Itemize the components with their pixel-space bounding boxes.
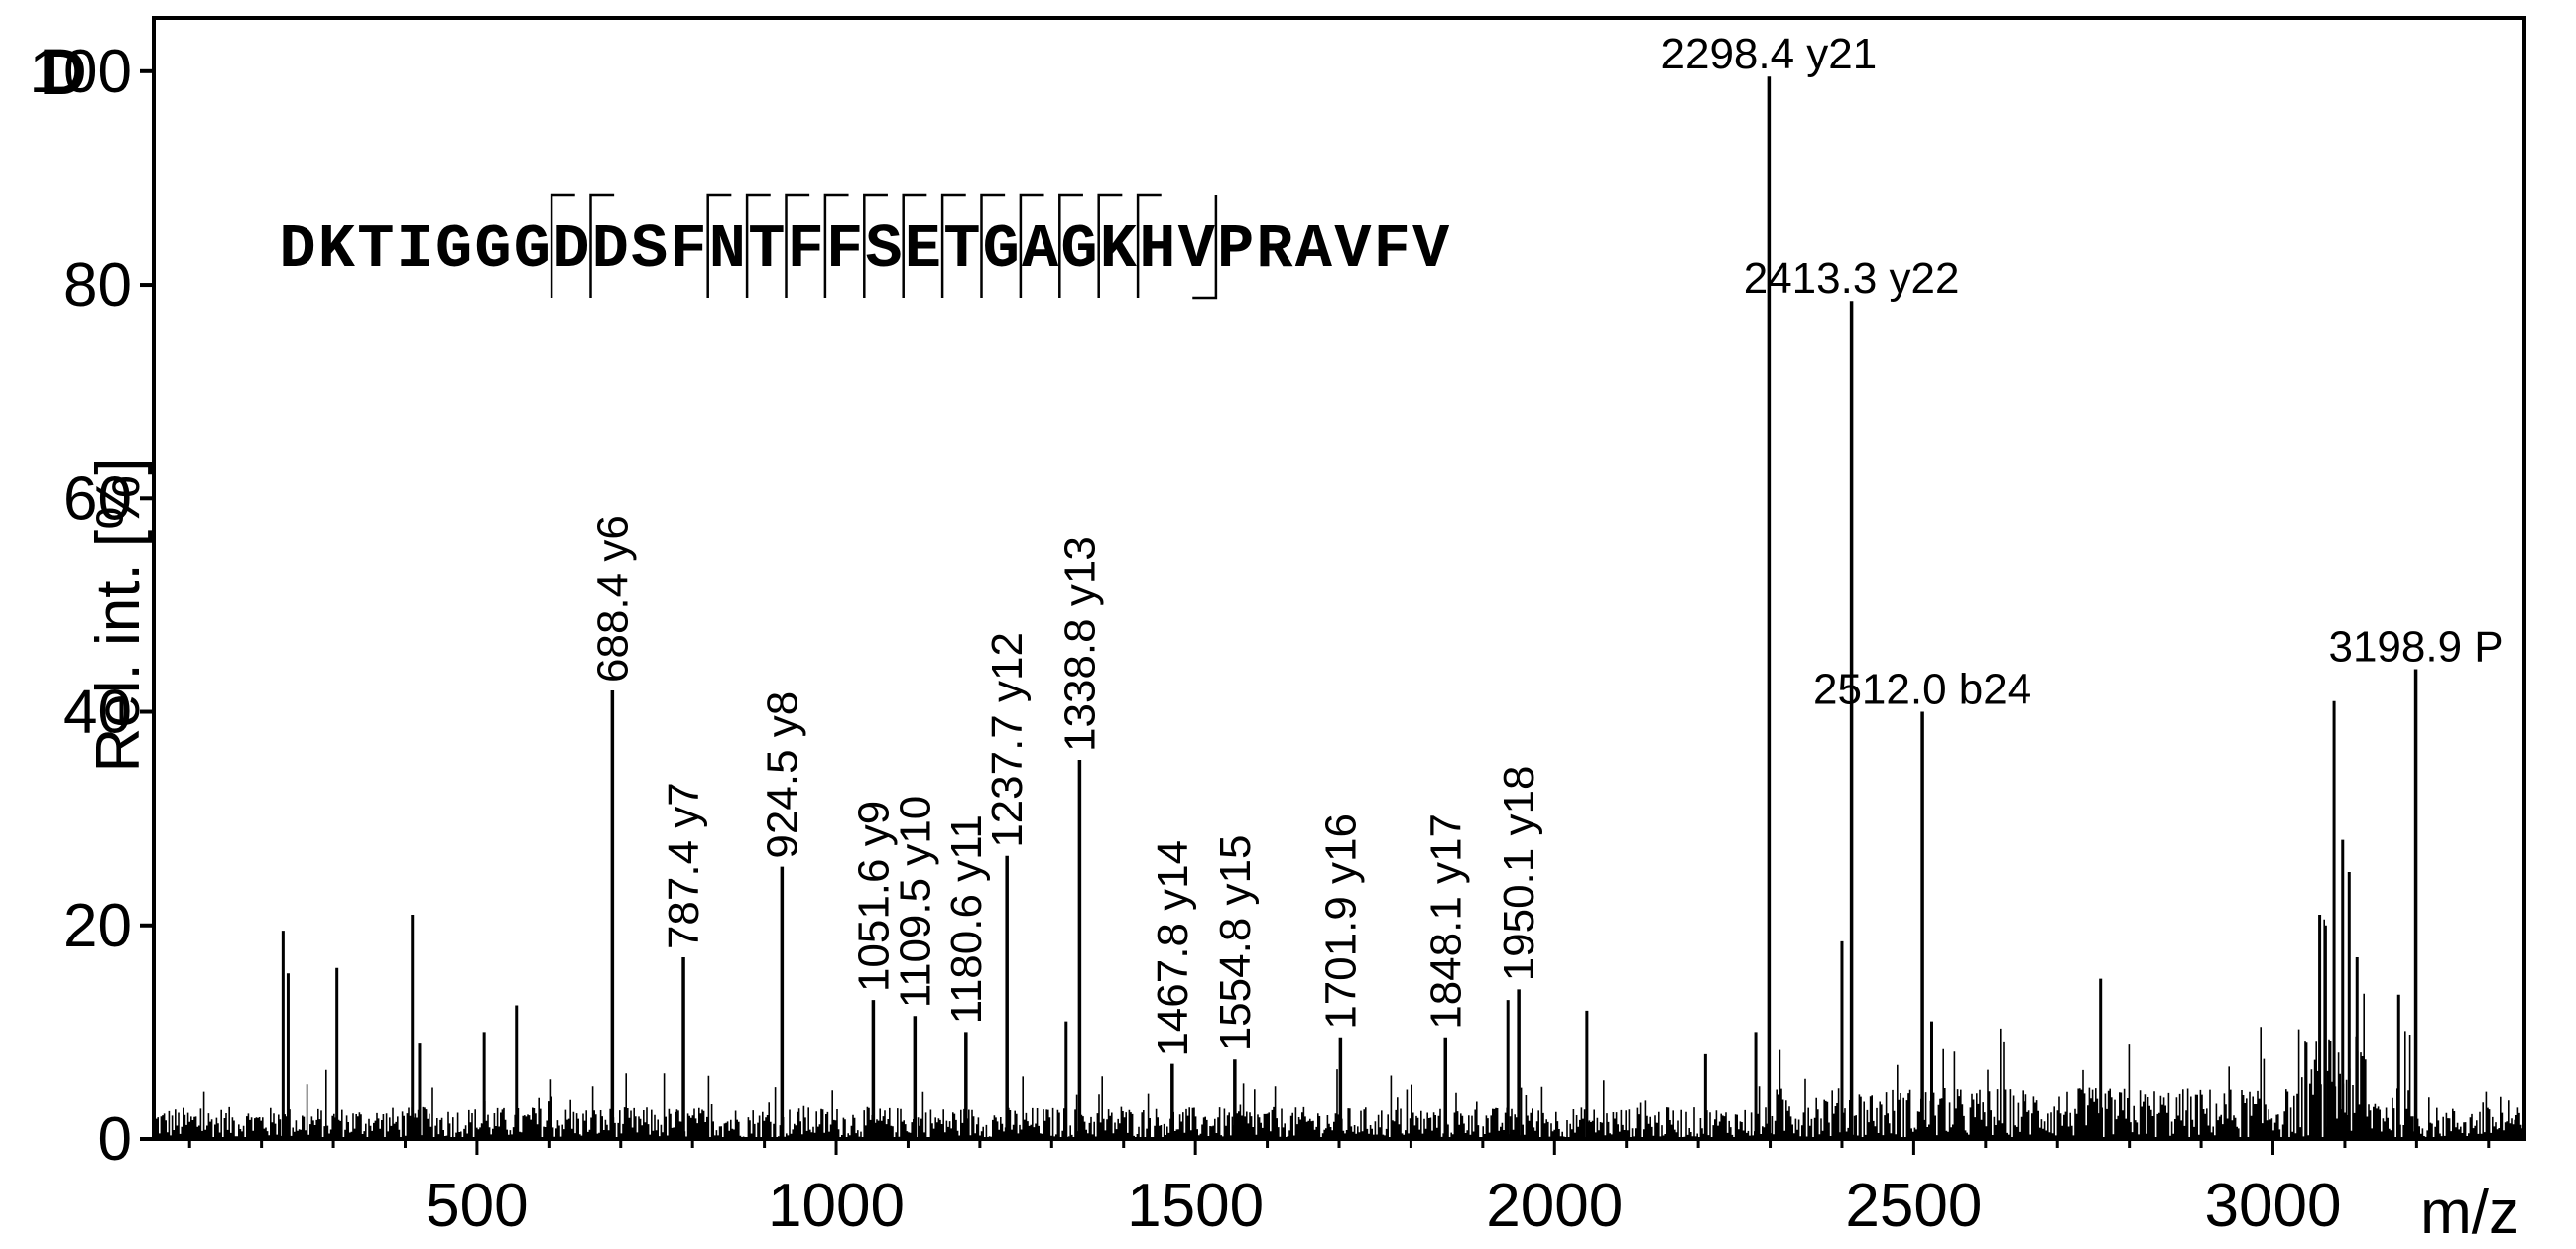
- sequence-letter: R: [1256, 214, 1293, 285]
- peak-label: 2413.3 y22: [1744, 254, 1960, 303]
- sequence-letter: V: [1178, 214, 1216, 285]
- x-tick-label: 2500: [1845, 1172, 1982, 1240]
- sequence-letter: G: [1060, 214, 1097, 285]
- sequence-letter: S: [631, 214, 668, 285]
- x-tick-label: 500: [426, 1172, 528, 1240]
- peak-label: 1554.8 y15: [1211, 835, 1260, 1052]
- sequence-letter: E: [905, 214, 941, 285]
- peak-label: 1701.9 y16: [1316, 813, 1365, 1030]
- peak-label: 924.5 y8: [758, 691, 806, 859]
- sequence-letter: D: [592, 214, 629, 285]
- y-tick-label: 40: [63, 679, 132, 747]
- x-tick-label: 1500: [1127, 1172, 1264, 1240]
- peak-label: 1467.8 y14: [1149, 840, 1197, 1057]
- sequence-letter: G: [474, 214, 511, 285]
- y-ion-mark: [1058, 193, 1083, 298]
- sequence-letter: A: [1022, 214, 1059, 285]
- sequence-letter: D: [279, 214, 315, 285]
- y-ion-mark: [745, 193, 771, 298]
- sequence-letter: I: [397, 214, 433, 285]
- sequence-letter: S: [865, 214, 902, 285]
- sequence-letter: F: [788, 214, 824, 285]
- sequence-letter: F: [826, 214, 863, 285]
- y-ion-mark: [940, 193, 966, 298]
- y-ion-mark: [550, 193, 575, 298]
- y-axis-label: Rel. int. [%]: [84, 458, 153, 773]
- peak-label: 3198.9 P: [2328, 622, 2503, 671]
- sequence-letter: G: [983, 214, 1020, 285]
- y-ion-mark: [863, 193, 888, 298]
- peak-label: 2298.4 y21: [1661, 30, 1878, 78]
- peak-label: 1950.1 y18: [1495, 766, 1543, 982]
- peak-label: 1848.1 y17: [1421, 813, 1470, 1030]
- y-tick-label: 60: [63, 464, 132, 533]
- y-ion-mark: [1019, 193, 1044, 298]
- y-ion-mark: [823, 193, 849, 298]
- y-ion-mark: [785, 193, 810, 298]
- sequence-letter: T: [357, 214, 394, 285]
- y-tick-label: 0: [98, 1105, 132, 1174]
- sequence-letter: P: [1217, 214, 1254, 285]
- sequence-letter: N: [709, 214, 746, 285]
- peak-label: 1051.6 y9: [849, 801, 898, 992]
- peak-label: 1109.5 y10: [891, 796, 939, 1008]
- sequence-letter: A: [1295, 214, 1333, 285]
- panel-label: D: [40, 35, 87, 108]
- axes: 0 20 40 60 80 100 500 1000 1500 2000 2500 3000: [30, 38, 2491, 1240]
- x-tick-label: 1000: [768, 1172, 905, 1240]
- sequence-letter: T: [748, 214, 785, 285]
- peak-label: 787.4 y7: [660, 782, 708, 949]
- b-ion-mark: [1192, 195, 1218, 300]
- y-tick-label: 80: [63, 251, 132, 319]
- peak-label: 1237.7 y12: [983, 632, 1032, 848]
- peak-label: 1180.6 y11: [942, 814, 991, 1024]
- peak-label: 688.4 y6: [588, 515, 637, 683]
- sequence-letter: K: [1100, 214, 1138, 285]
- y-tick-label: 20: [63, 892, 132, 960]
- sequence-letter: G: [514, 214, 551, 285]
- annotated-peaks: [610, 76, 2418, 1139]
- y-ion-mark: [706, 193, 732, 298]
- sequence-letter: F: [670, 214, 706, 285]
- spectrum-trace: [154, 700, 2523, 1139]
- y-ion-mark: [589, 193, 615, 298]
- x-tick-label: 3000: [2205, 1172, 2342, 1240]
- y-ion-mark: [1136, 193, 1162, 298]
- y-tick-label: 100: [30, 38, 132, 106]
- peak-label: 1338.8 y13: [1055, 536, 1104, 752]
- sequence-letter: H: [1139, 214, 1175, 285]
- x-axis-label: m/z: [2420, 1179, 2519, 1247]
- y-ion-mark: [1097, 193, 1123, 298]
- sequence-letter: K: [318, 214, 356, 285]
- sequence-letter: G: [435, 214, 472, 285]
- sequence-letter: V: [1334, 214, 1372, 285]
- y-ion-mark: [902, 193, 927, 298]
- sequence-letter: D: [552, 214, 589, 285]
- sequence-letter: V: [1412, 214, 1450, 285]
- peak-labels: 688.4 y6 787.4 y7 924.5 y8 1051.6 y91109.5 …: [588, 30, 2503, 1056]
- peak-label: 2512.0 b24: [1813, 666, 2031, 714]
- y-ion-mark: [980, 193, 1006, 298]
- x-tick-label: 2000: [1486, 1172, 1623, 1240]
- sequence-letter: T: [943, 214, 980, 285]
- sequence-letter: F: [1374, 214, 1411, 285]
